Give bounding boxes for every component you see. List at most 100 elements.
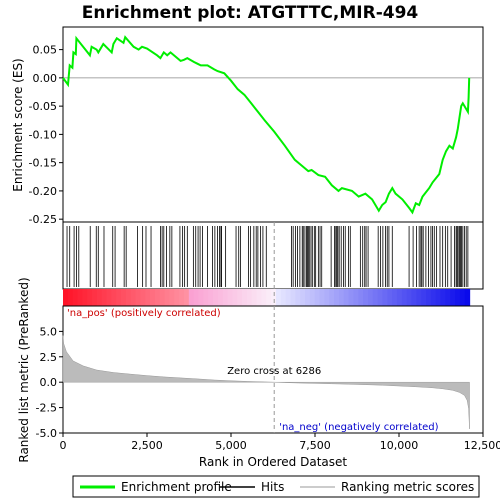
color-bar-segment xyxy=(242,289,248,306)
color-bar-segment xyxy=(72,289,79,306)
color-bar-segment xyxy=(251,289,258,306)
color-bar-segment xyxy=(387,289,393,306)
color-bar-segment xyxy=(450,289,456,306)
color-bar-segment xyxy=(363,289,369,306)
color-bar-segment xyxy=(159,289,166,306)
color-bar-segment xyxy=(222,289,229,306)
color-bar-segment xyxy=(96,289,103,306)
color-bar-segment xyxy=(334,289,340,306)
color-bar-segment xyxy=(164,289,171,306)
negative-correlation-label: 'na_neg' (negatively correlated) xyxy=(279,422,438,433)
color-bar-segment xyxy=(280,289,287,306)
color-bar-segment xyxy=(329,289,335,306)
color-bar-segment xyxy=(116,289,122,306)
legend-label: Enrichment profile xyxy=(121,480,232,494)
color-bar-segment xyxy=(435,289,442,306)
color-bar-segment xyxy=(295,289,301,306)
es-axis: 0.05 0.00 -0.05 -0.10 -0.15 -0.20 -0.25 xyxy=(29,44,483,226)
chart-title: Enrichment plot: ATGTTTC,MIR-494 xyxy=(82,3,419,23)
color-bar-segment xyxy=(198,289,204,306)
color-bar-segment xyxy=(382,289,388,306)
es-tick-label: 0.00 xyxy=(33,72,58,85)
color-bar-segment xyxy=(353,289,359,306)
color-bar-segment xyxy=(392,289,398,306)
color-bar-segment xyxy=(213,289,219,306)
rank-color-bar xyxy=(63,289,471,306)
color-bar-segment xyxy=(203,289,209,306)
color-bar-segment xyxy=(217,289,224,306)
color-bar-segment xyxy=(111,289,117,306)
color-bar-segment xyxy=(300,289,306,306)
color-bar-segment xyxy=(256,289,263,306)
x-tick-label: 12,500 xyxy=(464,439,500,452)
color-bar-segment xyxy=(237,289,243,306)
color-bar-segment xyxy=(440,289,446,306)
color-bar-segment xyxy=(77,289,83,306)
x-tick-label: 0 xyxy=(60,439,67,452)
positive-correlation-label: 'na_pos' (positively correlated) xyxy=(67,308,221,319)
color-bar-segment xyxy=(125,289,132,306)
color-bar-segment xyxy=(227,289,233,306)
color-bar-segment xyxy=(406,289,413,306)
metric-axis-title: Ranked list metric (PreRanked) xyxy=(17,277,31,462)
metric-tick-label: 5.0 xyxy=(40,325,58,338)
color-bar-segment xyxy=(314,289,321,306)
es-tick-label: 0.05 xyxy=(33,44,58,57)
es-panel xyxy=(62,26,484,223)
color-bar-segment xyxy=(106,289,112,306)
legend xyxy=(72,475,480,498)
color-bar-segment xyxy=(145,289,151,306)
x-axis: 0 2,500 5,000 7,500 10,000 12,500 xyxy=(60,433,500,452)
metric-axis: 5.0 2.5 0.0 -2.5 -5.0 xyxy=(36,325,63,440)
color-bar-segment xyxy=(309,289,316,306)
es-tick-label: -0.15 xyxy=(29,157,57,170)
color-bar-segment xyxy=(87,289,93,306)
color-bar-segment xyxy=(319,289,325,306)
color-bar-segment xyxy=(338,289,345,306)
color-bar-segment xyxy=(367,289,374,306)
metric-tick-label: -2.5 xyxy=(36,402,57,415)
color-bar-segment xyxy=(169,289,175,306)
color-bar-segment xyxy=(372,289,379,306)
color-bar-segment xyxy=(208,289,214,306)
x-tick-label: 2,500 xyxy=(131,439,163,452)
color-bar-segment xyxy=(401,289,408,306)
es-tick-label: -0.20 xyxy=(29,185,57,198)
color-bar-segment xyxy=(445,289,451,306)
es-axis-title: Enrichment score (ES) xyxy=(11,58,25,191)
color-bar-segment xyxy=(343,289,350,306)
metric-tick-label: 2.5 xyxy=(40,351,58,364)
es-tick-label: -0.05 xyxy=(29,100,57,113)
color-bar-segment xyxy=(174,289,180,306)
legend-label: Hits xyxy=(261,480,284,494)
color-bar-segment xyxy=(416,289,422,306)
x-tick-label: 5,000 xyxy=(215,439,247,452)
x-tick-label: 7,500 xyxy=(299,439,331,452)
color-bar-segment xyxy=(324,289,330,306)
color-bar-segment xyxy=(285,289,292,306)
color-bar-segment xyxy=(140,289,146,306)
color-bar-segment xyxy=(411,289,417,306)
color-bar-segment xyxy=(179,289,185,306)
color-bar-segment xyxy=(101,289,108,306)
es-tick-label: -0.10 xyxy=(29,128,57,141)
color-bar-segment xyxy=(135,289,142,306)
color-bar-segment xyxy=(421,289,427,306)
color-bar-segment xyxy=(430,289,437,306)
color-bar-segment xyxy=(396,289,403,306)
color-bar-segment xyxy=(246,289,253,306)
color-bar-segment xyxy=(121,289,127,306)
color-bar-segment xyxy=(82,289,88,306)
legend-label: Ranking metric scores xyxy=(341,480,474,494)
color-bar-segment xyxy=(193,289,200,306)
color-bar-segment xyxy=(150,289,156,306)
metric-tick-label: -5.0 xyxy=(36,427,57,440)
color-bar-segment xyxy=(305,289,311,306)
color-bar-segment xyxy=(377,289,384,306)
color-bar-segment xyxy=(271,289,277,306)
color-bar-segment xyxy=(426,289,432,306)
color-bar-segment xyxy=(358,289,364,306)
es-tick-label: -0.25 xyxy=(29,213,57,226)
color-bar-segment xyxy=(348,289,354,306)
